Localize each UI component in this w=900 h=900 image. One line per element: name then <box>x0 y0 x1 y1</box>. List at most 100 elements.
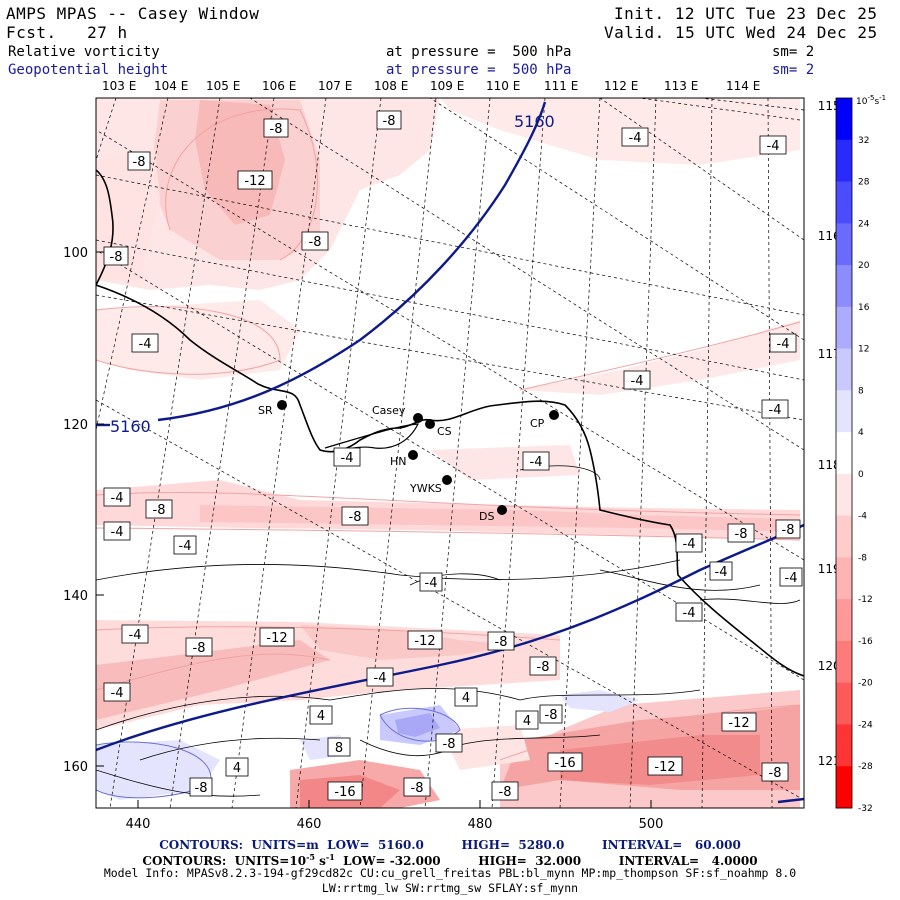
station-marker[interactable]: YWKS <box>409 475 452 495</box>
svg-text:-4: -4 <box>139 337 152 352</box>
vorticity-label: -8 <box>539 704 563 724</box>
svg-text:-8: -8 <box>110 250 123 265</box>
vorticity-label: -4 <box>779 567 803 587</box>
vorticity-label: -8 <box>301 231 329 251</box>
svg-text:-8: -8 <box>270 122 283 137</box>
svg-text:-4: -4 <box>111 525 124 540</box>
station-marker[interactable]: Casey <box>372 404 423 423</box>
colorbar: 32 28 24 20 16 12 8 4 0 -4 -8 -12 -16 -20 -24 -28 -32 <box>835 97 873 814</box>
svg-text:-12: -12 <box>414 634 435 649</box>
colorbar-tick-label: -8 <box>858 553 867 563</box>
y-tick: 100 <box>63 246 88 261</box>
svg-text:-4: -4 <box>111 686 124 701</box>
y-axis: 100 120 140 160 <box>63 246 104 775</box>
svg-text:Casey: Casey <box>372 404 406 417</box>
lon-label: 108 E <box>374 79 408 93</box>
colorbar-unit: 10-5s-1 <box>856 94 886 107</box>
svg-text:-4: -4 <box>785 571 798 586</box>
svg-text:SR: SR <box>258 404 273 417</box>
colorbar-tick-label: -32 <box>858 804 873 814</box>
vorticity-label: -4 <box>366 667 394 687</box>
vorticity-label: -8 <box>263 118 289 138</box>
y-tick: 160 <box>63 760 88 775</box>
vorticity-label: -4 <box>131 333 159 353</box>
field1-name: Relative vorticity <box>8 44 160 60</box>
svg-text:-4: -4 <box>425 576 438 591</box>
svg-text:-12: -12 <box>266 631 287 646</box>
lon-label: 104 E <box>154 79 188 93</box>
svg-text:-8: -8 <box>782 523 795 538</box>
lon-label: 112 E <box>604 79 638 93</box>
footer-height-contours: CONTOURS: UNITS=m LOW= 5160.0 HIGH= 5280… <box>159 838 741 852</box>
colorbar-segment <box>836 265 852 308</box>
svg-text:CP: CP <box>530 417 545 430</box>
station-marker[interactable]: HN <box>390 450 418 468</box>
station-marker[interactable]: SR <box>258 400 287 417</box>
footer-model-info: Model Info: MPASv8.2.3-194-gf29cd82c CU:… <box>103 866 797 880</box>
svg-text:-4: -4 <box>715 565 728 580</box>
colorbar-tick-label: -28 <box>858 762 873 772</box>
vorticity-label: -4 <box>103 521 131 541</box>
svg-text:-8: -8 <box>411 781 424 796</box>
vorticity-label: -4 <box>709 561 733 581</box>
vorticity-label: 4 <box>309 705 333 725</box>
colorbar-segment <box>836 473 852 517</box>
svg-text:4: 4 <box>233 761 241 776</box>
svg-text:-16: -16 <box>334 785 355 800</box>
svg-text:-12: -12 <box>654 760 675 775</box>
svg-text:-4: -4 <box>129 628 142 643</box>
svg-text:-8: -8 <box>443 737 456 752</box>
colorbar-tick-label: 24 <box>858 219 870 229</box>
vorticity-label: -4 <box>522 451 550 471</box>
svg-text:-4: -4 <box>374 671 387 686</box>
colorbar-tick-label: 32 <box>858 136 869 146</box>
svg-text:-4: -4 <box>530 455 543 470</box>
svg-text:-8: -8 <box>735 527 748 542</box>
field2-smooth: sm= 2 <box>772 62 815 78</box>
svg-text:-4: -4 <box>341 451 354 466</box>
colorbar-segment <box>836 515 852 558</box>
svg-text:-16: -16 <box>554 756 575 771</box>
vorticity-label: -8 <box>491 781 519 801</box>
colorbar-tick-label: -20 <box>858 679 873 689</box>
vorticity-label: -8 <box>435 733 463 753</box>
station-marker[interactable]: CS <box>425 419 452 438</box>
x-tick: 460 <box>297 817 322 832</box>
lon-label: 113 E <box>664 79 698 93</box>
vorticity-label: 4 <box>225 757 249 777</box>
vorticity-label: -16 <box>547 752 583 772</box>
svg-text:-8: -8 <box>383 114 396 129</box>
vorticity-label: -4 <box>621 127 649 147</box>
station-marker[interactable]: CP <box>530 410 559 430</box>
vorticity-label: -4 <box>103 682 131 702</box>
vorticity-label: -8 <box>189 777 213 797</box>
vorticity-label: -4 <box>675 533 703 553</box>
lon-label: 110 E <box>486 79 520 93</box>
graticule <box>96 98 804 808</box>
lon-label: 105 E <box>206 79 240 93</box>
colorbar-segment <box>836 682 852 725</box>
footer-vorticity-contours: CONTOURS: UNITS=10-5 s-1 LOW= -32.000 HI… <box>142 852 758 868</box>
colorbar-segment <box>836 306 852 350</box>
svg-text:CS: CS <box>437 425 452 438</box>
colorbar-segment <box>836 139 852 183</box>
vorticity-label: -12 <box>647 756 683 776</box>
lon-labels-top: 103 E 104 E 105 E 106 E 107 E 108 E 109 … <box>102 79 760 93</box>
colorbar-segment <box>836 599 852 642</box>
colorbar-segment <box>836 223 852 266</box>
vorticity-label: -4 <box>769 333 797 353</box>
svg-text:-4: -4 <box>767 139 780 154</box>
colorbar-tick-label: 0 <box>858 470 864 480</box>
svg-text:-4: -4 <box>777 337 790 352</box>
colorbar-segment <box>836 432 852 475</box>
coastline-inner <box>324 423 420 453</box>
station-marker[interactable]: DS <box>479 505 507 523</box>
vorticity-label: -4 <box>419 572 443 592</box>
svg-text:-4: -4 <box>769 403 782 418</box>
svg-text:-4: -4 <box>179 539 192 554</box>
colorbar-border <box>835 97 853 809</box>
vorticity-label: -4 <box>759 135 787 155</box>
vorticity-label: -12 <box>407 630 443 650</box>
field1-level: at pressure = 500 hPa <box>386 44 572 60</box>
vorticity-label: -4 <box>121 624 149 644</box>
